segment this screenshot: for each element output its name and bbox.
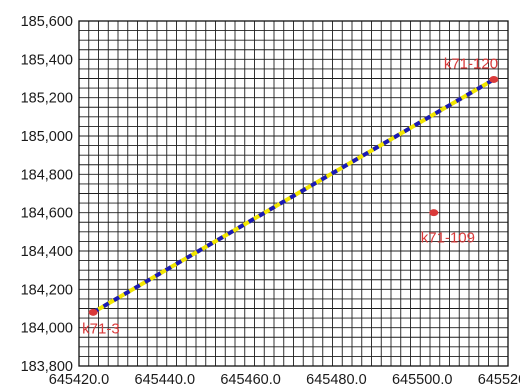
- data-point: [429, 209, 439, 217]
- point-label: k71-3: [82, 320, 120, 337]
- trend-line: [92, 77, 495, 315]
- x-tick-labels: 645420.0 645440.0 645460.0 645480.0 645500.0…: [49, 372, 520, 387]
- y-tick-label: 184,000: [21, 321, 73, 337]
- x-tick-label: 645420.0: [49, 372, 109, 387]
- data-point: [88, 308, 98, 316]
- y-tick-label: 185,200: [21, 91, 73, 107]
- grid: [79, 21, 508, 366]
- y-tick-label: 184,200: [21, 282, 73, 298]
- trend-line-dashes: [92, 77, 495, 315]
- x-tick-label: 645480.0: [306, 372, 366, 387]
- point-label: k71-109: [421, 230, 475, 247]
- y-tick-label: 184,400: [21, 244, 73, 260]
- x-tick-label: 645460.0: [220, 372, 280, 387]
- y-tick-label: 184,800: [21, 167, 73, 183]
- y-tick-label: 185,600: [21, 14, 73, 30]
- plot-frame: [78, 20, 509, 367]
- x-tick-label: 645520.0: [478, 372, 520, 387]
- x-tick-label: 645440.0: [135, 372, 195, 387]
- data-points: [88, 75, 499, 316]
- y-tick-label: 185,400: [21, 52, 73, 68]
- y-tick-label: 184,600: [21, 206, 73, 222]
- y-tick-labels: 183,800 184,000 184,200 184,400 184,600 184,8…: [21, 14, 73, 375]
- y-tick-label: 183,800: [21, 359, 73, 375]
- y-tick-label: 185,000: [21, 129, 73, 145]
- point-label: k71-120: [444, 55, 498, 72]
- data-point: [489, 75, 499, 83]
- point-labels: k71-3 k71-109 k71-120: [82, 55, 498, 337]
- x-tick-label: 645500.0: [392, 372, 452, 387]
- plot-border: [78, 20, 509, 367]
